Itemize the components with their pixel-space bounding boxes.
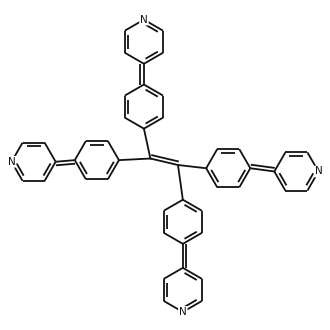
Text: N: N [314,167,322,177]
Text: N: N [140,15,148,25]
Text: N: N [8,157,16,167]
Text: N: N [179,307,187,317]
